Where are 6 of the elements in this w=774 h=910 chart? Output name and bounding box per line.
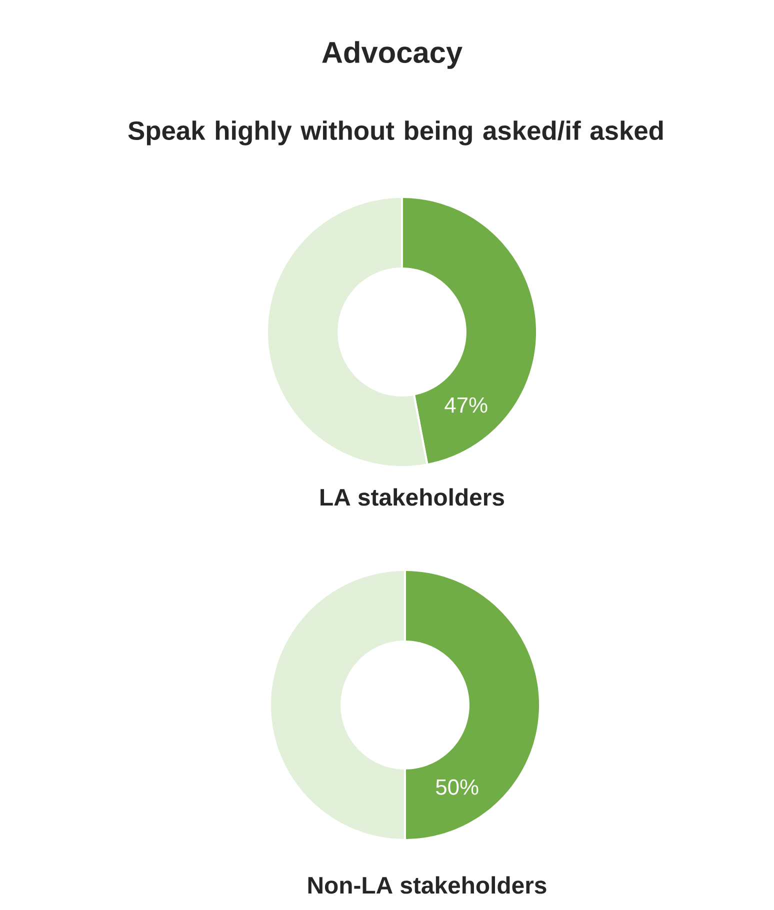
data-label: 47% [444, 397, 488, 413]
data-label: 50% [436, 779, 478, 795]
text: LA stakeholders [320, 488, 504, 506]
chart-subtitle: Speak highly without being asked/if asked [128, 120, 663, 146]
chart-title: Advocacy [322, 41, 462, 69]
text: Non-LA stakeholders [308, 876, 546, 894]
